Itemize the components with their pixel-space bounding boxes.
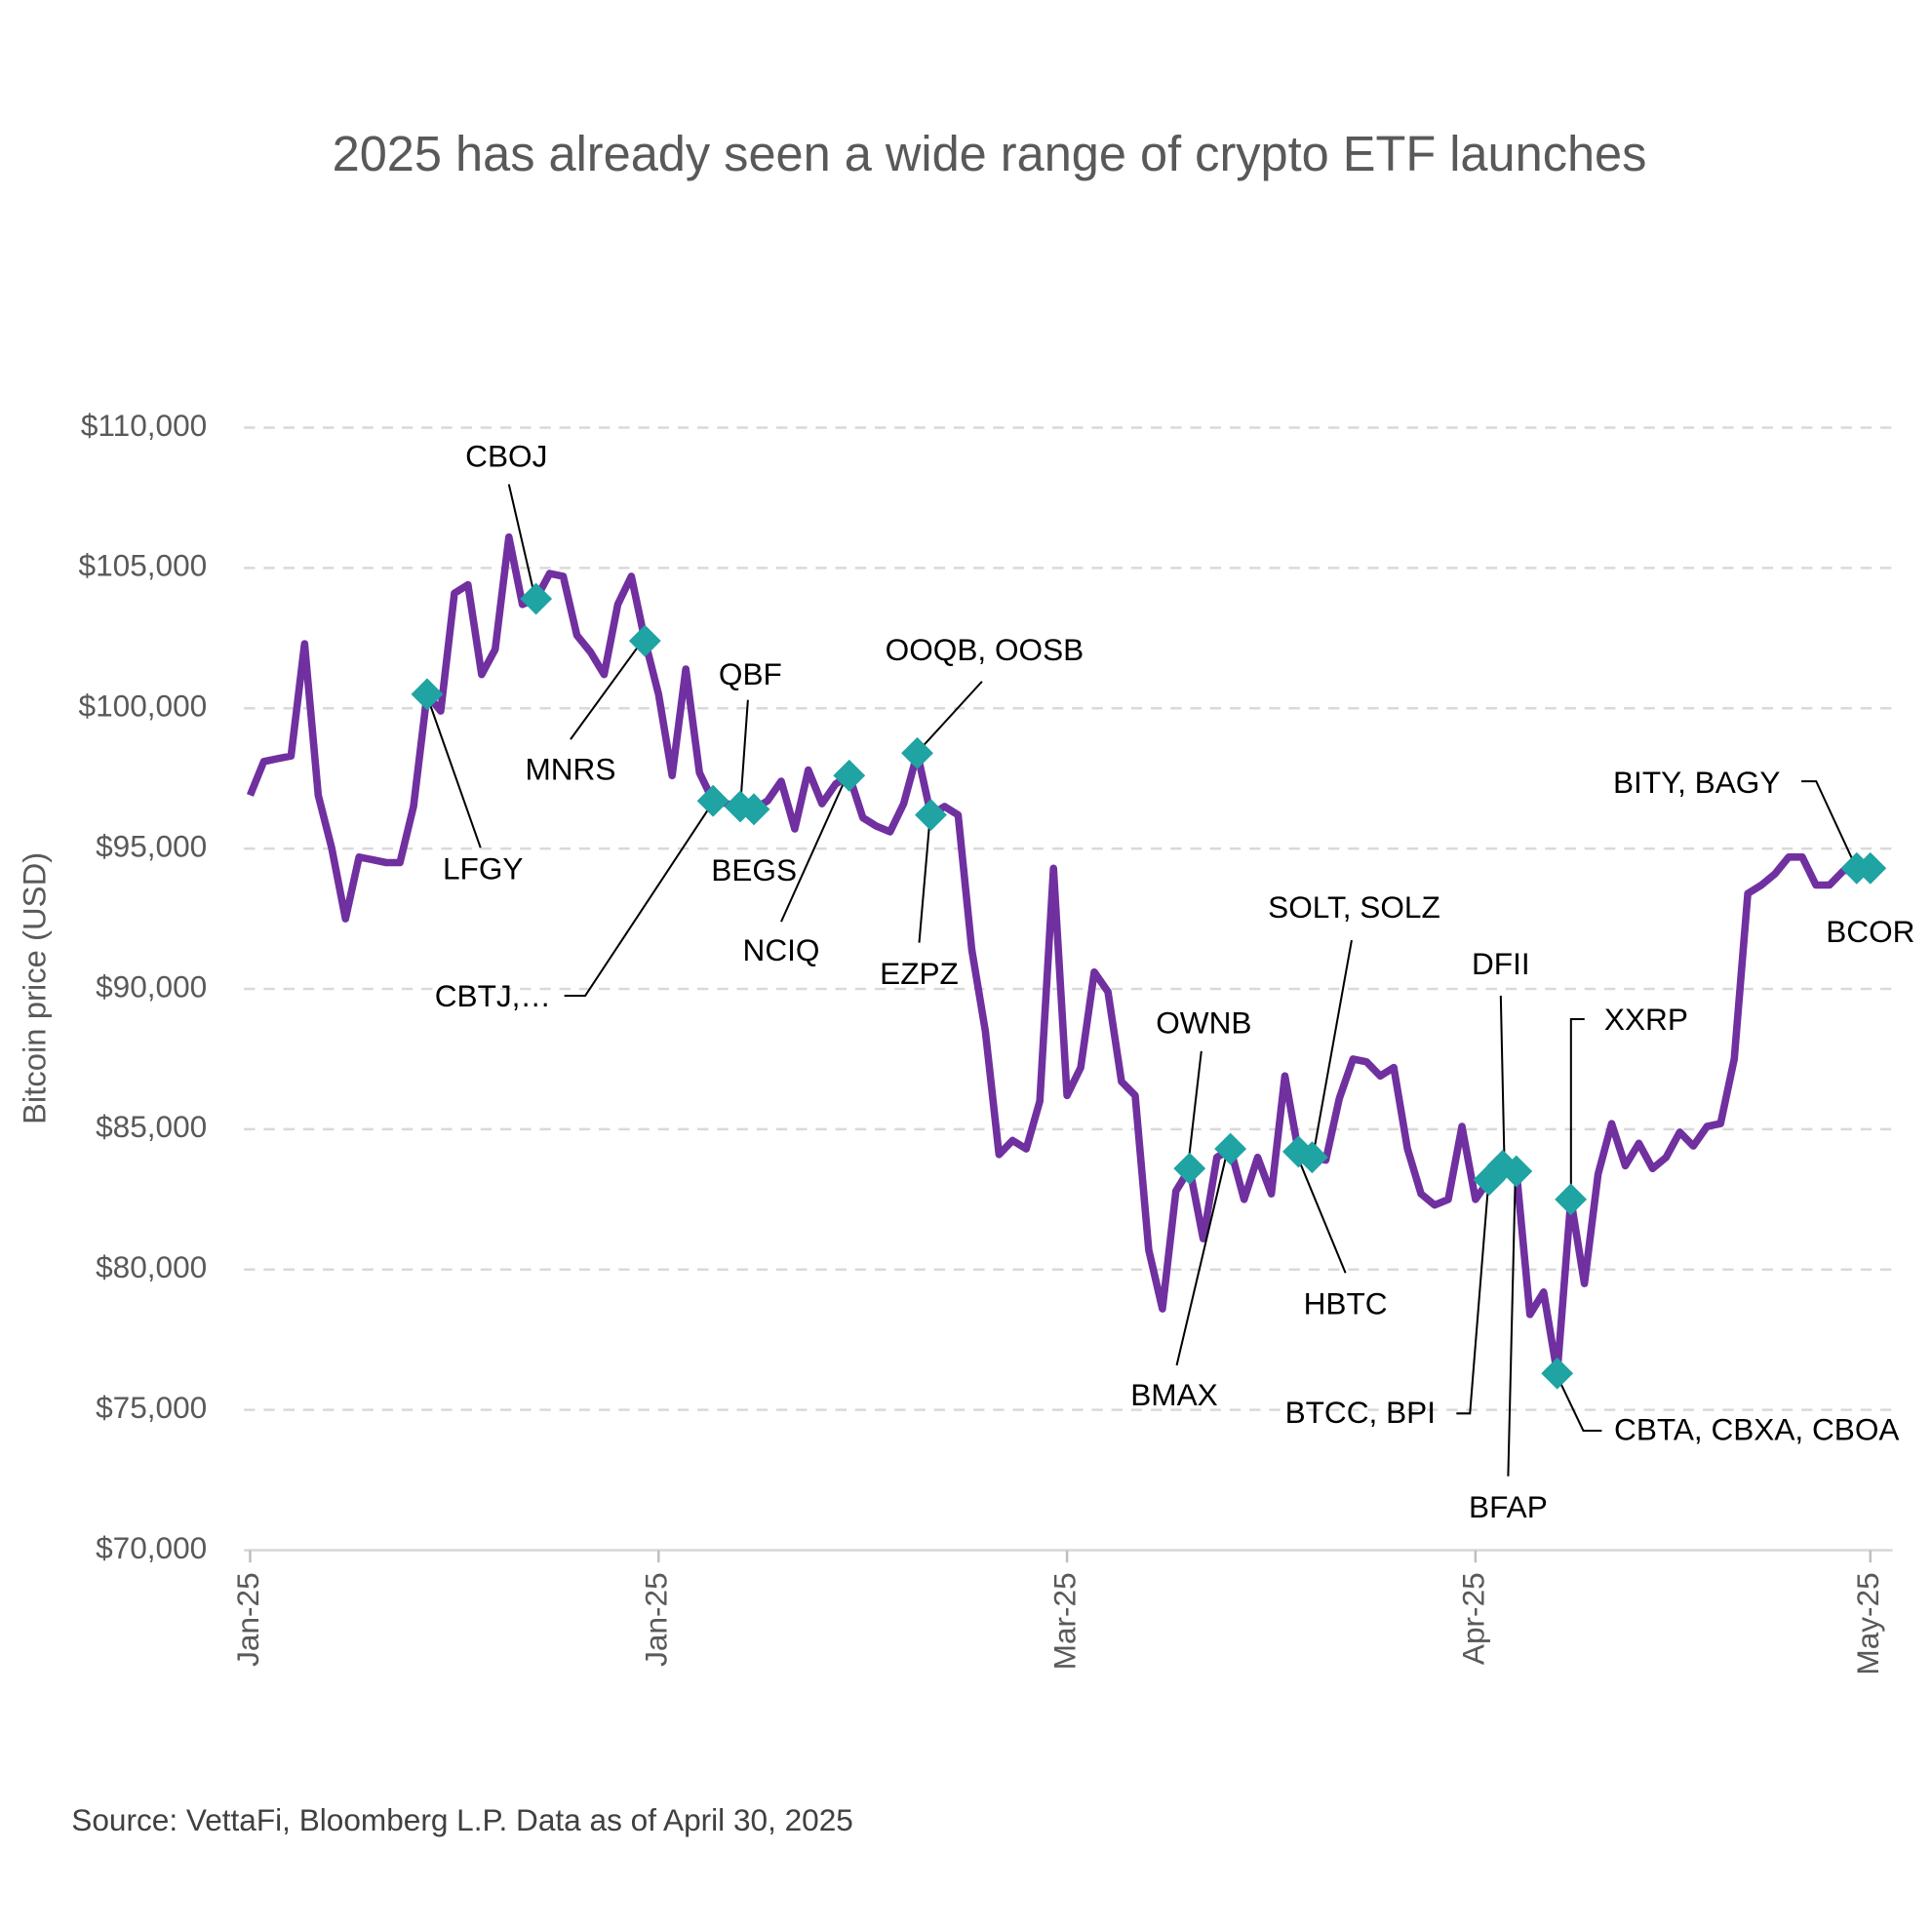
launch-marker bbox=[1854, 851, 1887, 885]
annotation: EZPZ bbox=[880, 956, 959, 991]
annotation: NCIQ bbox=[743, 932, 820, 967]
annotation: QBF bbox=[719, 656, 782, 691]
y-tick-label: $100,000 bbox=[79, 689, 208, 724]
annotation: CBTA, CBXA, CBOA bbox=[1614, 1412, 1899, 1447]
x-tick-label: Jan-25 bbox=[639, 1572, 674, 1667]
annotation: CBOJ bbox=[465, 438, 547, 473]
y-axis-label: Bitcoin price (USD) bbox=[17, 852, 53, 1124]
price-line bbox=[246, 532, 1871, 1378]
y-tick-label: $105,000 bbox=[79, 548, 208, 583]
annotation: CBTJ,… bbox=[435, 978, 551, 1013]
annotation: HBTC bbox=[1304, 1286, 1388, 1321]
leader-line bbox=[507, 484, 536, 597]
leader-line bbox=[1312, 939, 1353, 1154]
launch-marker bbox=[1173, 1152, 1206, 1185]
annotation: BTCC, BPI bbox=[1285, 1395, 1436, 1430]
leader-line bbox=[1507, 1167, 1517, 1477]
y-tick-label: $70,000 bbox=[96, 1530, 207, 1565]
y-tick-label: $110,000 bbox=[81, 408, 207, 443]
launch-marker bbox=[1500, 1155, 1533, 1188]
leader-line bbox=[918, 814, 931, 943]
annotation: BITY, BAGY bbox=[1613, 765, 1780, 800]
annotation: BEGS bbox=[711, 852, 797, 887]
y-tick-label: $75,000 bbox=[96, 1390, 207, 1425]
leader-line bbox=[1569, 1017, 1585, 1196]
leader-line bbox=[780, 773, 849, 923]
launch-marker bbox=[1555, 1183, 1588, 1216]
x-tick-label: May-25 bbox=[1850, 1572, 1885, 1675]
leader-line bbox=[916, 681, 983, 754]
annotation: SOLT, SOLZ bbox=[1268, 889, 1440, 925]
annotation: XXRP bbox=[1604, 1002, 1688, 1037]
launch-marker bbox=[520, 582, 553, 615]
annotation: OOQB, OOSB bbox=[886, 632, 1084, 667]
launch-marker bbox=[901, 736, 933, 769]
leader-line bbox=[425, 693, 482, 848]
x-tick-label: Mar-25 bbox=[1046, 1572, 1082, 1670]
leader-line bbox=[1186, 1050, 1203, 1168]
annotation: BFAP bbox=[1469, 1489, 1548, 1524]
launch-marker bbox=[696, 784, 729, 817]
leader-line bbox=[1456, 1182, 1490, 1415]
launch-marker bbox=[411, 678, 444, 711]
annotation: MNRS bbox=[525, 751, 615, 786]
x-tick-label: Jan-25 bbox=[230, 1572, 265, 1667]
annotation: LFGY bbox=[443, 851, 523, 887]
leader-line bbox=[1499, 995, 1506, 1165]
annotation: BMAX bbox=[1130, 1377, 1217, 1412]
y-tick-label: $90,000 bbox=[96, 968, 207, 1004]
leader-line bbox=[1175, 1145, 1230, 1366]
y-tick-label: $80,000 bbox=[96, 1249, 207, 1284]
launch-marker bbox=[915, 799, 947, 832]
launch-marker bbox=[628, 624, 661, 657]
annotation: OWNB bbox=[1156, 1005, 1251, 1041]
y-tick-label: $85,000 bbox=[96, 1109, 207, 1144]
leader-line bbox=[1557, 1375, 1602, 1433]
annotation: BCOR bbox=[1826, 914, 1914, 949]
leader-line bbox=[570, 639, 645, 740]
chart-title: 2025 has already seen a wide range of cr… bbox=[333, 126, 1647, 181]
y-tick-label: $95,000 bbox=[96, 828, 207, 863]
launch-marker bbox=[1541, 1357, 1574, 1390]
leader-line bbox=[1295, 1153, 1347, 1274]
x-tick-label: Apr-25 bbox=[1455, 1572, 1490, 1665]
annotation: DFII bbox=[1472, 946, 1530, 981]
leader-line bbox=[1801, 780, 1857, 867]
leader-line bbox=[564, 803, 714, 997]
leader-line bbox=[739, 699, 749, 804]
source-note: Source: VettaFi, Bloomberg L.P. Data as … bbox=[71, 1802, 853, 1837]
